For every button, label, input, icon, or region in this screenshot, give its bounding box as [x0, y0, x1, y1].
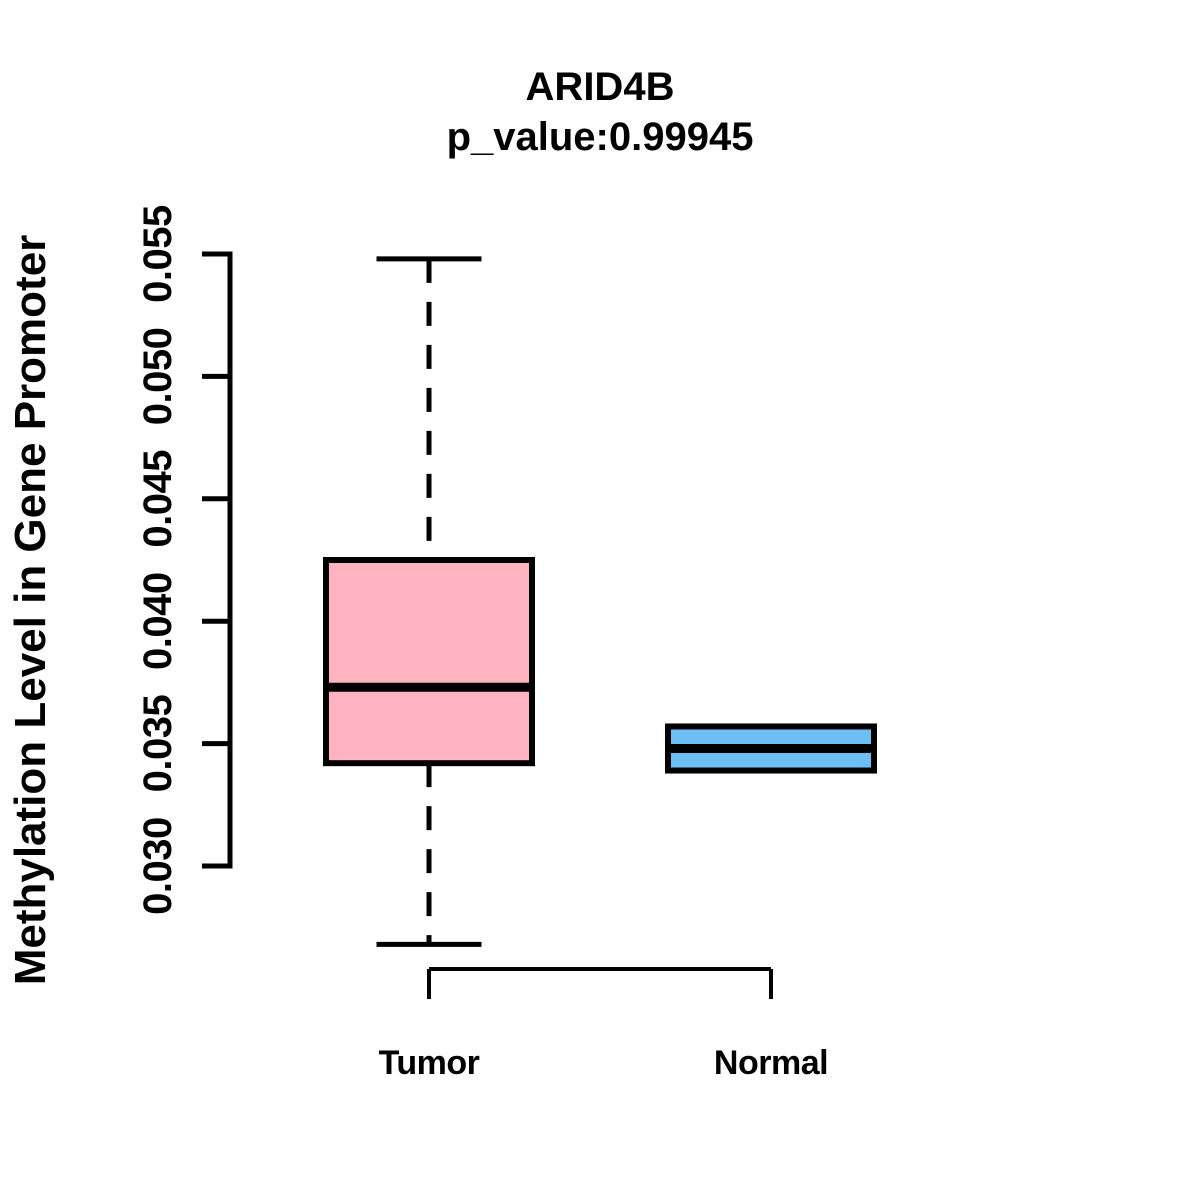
y-axis-tick-label: 0.050	[136, 328, 180, 426]
y-axis-tick-label: 0.030	[136, 817, 180, 915]
chart-title: ARID4B	[525, 65, 675, 109]
chart-subtitle: p_value:0.99945	[446, 115, 754, 159]
y-axis-tick-label: 0.045	[136, 450, 180, 548]
y-axis-tick-label: 0.040	[136, 572, 180, 670]
x-axis-category-label: Tumor	[379, 1044, 480, 1082]
x-axis-category-label: Normal	[714, 1044, 828, 1082]
y-axis-tick-label: 0.055	[136, 205, 180, 303]
y-axis-tick-label: 0.035	[136, 695, 180, 793]
tumor-box	[323, 557, 535, 767]
